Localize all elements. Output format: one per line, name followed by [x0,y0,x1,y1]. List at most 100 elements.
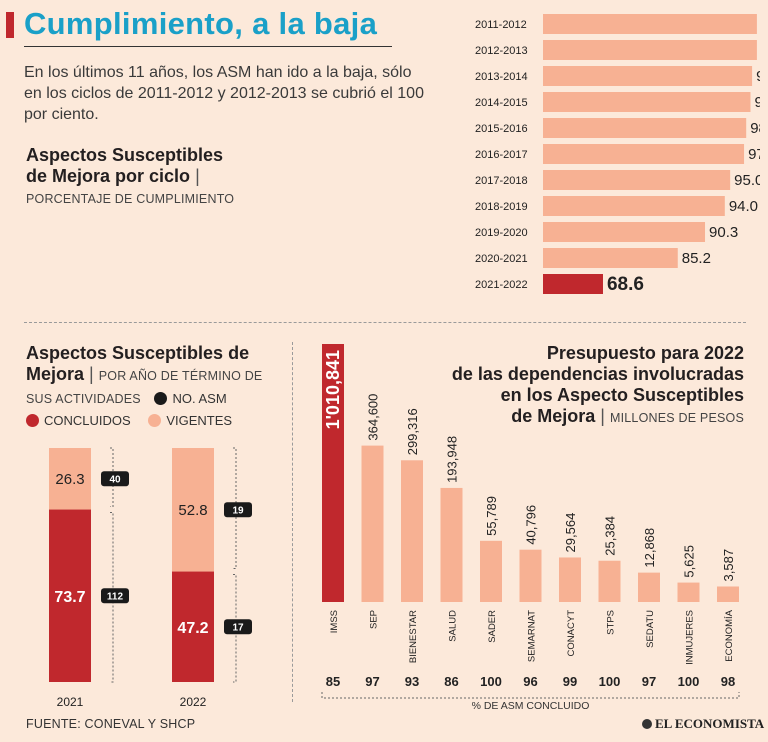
cycle-label: 2017-2018 [475,175,528,187]
section2-title-line2: Mejora [26,364,85,384]
pct-asm-label: 86 [444,674,458,689]
cycle-value-label: 97.6 [748,146,760,163]
pct-asm-label: 97 [642,674,656,689]
vigentes-bracket [233,447,237,570]
concluidos-bracket [110,512,114,683]
budget-value-label: 299,316 [405,408,420,455]
cycle-value-label: 90.3 [709,224,738,241]
brand-icon [642,719,652,729]
pct-asm-label: 96 [523,674,537,689]
budget-value-label: 55,789 [484,496,499,536]
agency-label: SADER [487,610,498,643]
pct-axis-label: % DE ASM CONCLUIDO [472,700,590,712]
source-note: FUENTE: CONEVAL Y SHCP [26,717,196,731]
budget-bar [677,582,700,602]
section1-subtitle: PORCENTAJE DE CUMPLIMIENTO [26,192,235,206]
vigentes-value-label: 26.3 [55,471,84,488]
vigentes-asm-badge [101,471,129,487]
pct-asm-label: 100 [678,674,700,689]
cycle-label: 2018-2019 [475,201,528,213]
cycle-value-label: 85.2 [682,250,711,267]
asm-stacked-chart: 26.3 73.7 40 112 2021 52.8 47.2 19 17 2022 [49,447,252,709]
budget-value-label: 5,625 [682,545,697,578]
page-title: Cumplimiento, a la baja [24,6,378,41]
budget-value-label: 12,868 [642,528,657,568]
cycle-value-label: 68.6 [607,274,644,295]
budget-bar [440,487,463,602]
budget-bar [322,344,344,602]
budget-bar [638,572,660,602]
legend-row-1: SUS ACTIVIDADES NO. ASM [26,391,227,406]
budget-chart: 1'010,841 IMSS 85 364,600 SEP 97 299,316 BIENES… [321,344,740,712]
budget-value-label: 364,600 [366,394,381,441]
cycle-value-label: 94.0 [729,198,758,215]
section1-title: Aspectos Susceptibles de Mejora por cicl… [26,145,223,187]
section2-title: Aspectos Susceptibles de Mejora | POR AÑ… [26,343,288,387]
section-divider [24,322,746,323]
cycle-label: 2013-2014 [475,71,528,83]
year-label: 2021 [57,695,84,709]
black-dot-icon [154,392,168,405]
cycle-bar [543,248,678,268]
budget-value-label: 25,384 [603,516,618,556]
pct-asm-label: 98 [721,674,735,689]
cycle-bar [543,66,753,86]
agency-label: IMSS [329,610,340,633]
section3-title-line1: Presupuesto para 2022 [546,343,744,363]
budget-value-label: 1'010,841 [323,350,343,429]
pct-asm-label: 99 [563,674,577,689]
separator-bar: | [89,364,94,384]
cycle-bar [543,170,731,190]
concluidos-asm-badge [101,588,129,604]
agency-label: SEP [369,610,380,629]
pct-asm-label: 100 [599,674,621,689]
section3-title-line4-row: de Mejora | MILLONES DE PESOS [300,406,744,429]
cycle-label: 2015-2016 [475,123,528,135]
section2-title-line1: Aspectos Susceptibles de [26,343,250,363]
legend-row-2: CONCLUIDOS VIGENTES [26,413,232,428]
cycle-bar [543,144,745,164]
budget-value-label: 29,564 [563,513,578,553]
cycle-label: 2014-2015 [475,97,528,109]
column-divider [292,342,293,702]
agency-label: SEMARNAT [527,610,538,662]
pct-asm-label: 85 [326,674,340,689]
legend-no-asm: NO. ASM [154,391,227,406]
section3-subtitle: MILLONES DE PESOS [610,411,744,425]
budget-bar [559,557,581,602]
concluidos-bar-segment [172,571,214,682]
legend-vigentes-label: VIGENTES [166,413,233,428]
legend-concluidos-label: CONCLUIDOS [44,413,131,428]
red-dot-icon [26,414,39,427]
separator-bar: | [600,406,605,426]
cycle-label: 2019-2020 [475,227,528,239]
brand-name: EL ECONOMISTA [655,716,765,731]
year-label: 2022 [180,695,207,709]
vigentes-value-label: 52.8 [178,502,207,519]
section3-title-line4: de Mejora [511,406,596,426]
cycle-bar [543,222,706,242]
budget-bar [361,445,384,602]
agency-label: STPS [606,610,617,635]
cycle-label: 2016-2017 [475,149,528,161]
concluidos-bar-segment [49,509,91,682]
section3-title-line3: en los Aspecto Susceptibles [500,385,744,405]
legend-vigentes: VIGENTES [148,413,232,428]
salmon-dot-icon [148,414,162,427]
concluidos-value-label: 47.2 [177,620,208,637]
budget-value-label: 40,796 [524,505,539,545]
concluidos-asm-count: 112 [107,591,124,602]
agency-label: ECONOMÍA [724,609,735,661]
title-underline [24,46,392,47]
agency-label: SALUD [448,610,459,642]
pct-asm-label: 93 [405,674,419,689]
concluidos-asm-badge [224,619,252,635]
agency-label: SEDATU [645,610,656,648]
cycle-bar [543,40,757,60]
budget-value-label: 193,948 [445,436,460,483]
budget-bar [401,460,423,602]
concluidos-value-label: 73.7 [54,589,85,606]
legend-no-asm-label: NO. ASM [172,391,227,406]
intro-text: En los últimos 11 años, los ASM han ido … [24,64,424,123]
budget-bar [480,540,502,602]
